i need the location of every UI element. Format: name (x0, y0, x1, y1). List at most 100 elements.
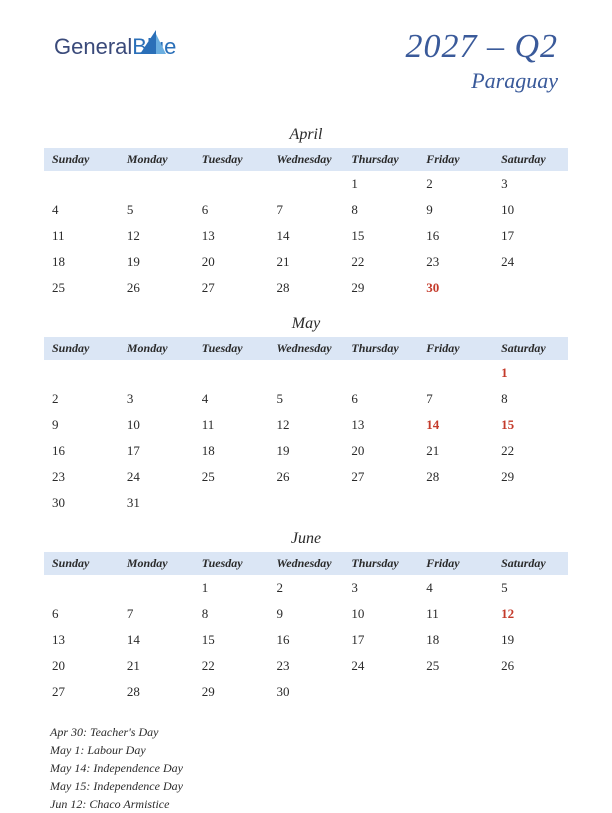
calendar-cell: 28 (119, 679, 194, 705)
calendar-cell: 7 (269, 197, 344, 223)
header: 2027 – Q2 Paraguay (405, 28, 558, 94)
calendar-cell: 1 (343, 171, 418, 197)
calendar-cell-empty (119, 575, 194, 601)
calendar-cell: 17 (119, 438, 194, 464)
calendar-cell: 6 (44, 601, 119, 627)
calendar-cell-empty (418, 679, 493, 705)
calendar-cell: 19 (119, 249, 194, 275)
calendar-cell: 13 (343, 412, 418, 438)
calendar-cell-empty (269, 360, 344, 386)
calendar-table: SundayMondayTuesdayWednesdayThursdayFrid… (44, 337, 568, 516)
calendar-cell: 21 (269, 249, 344, 275)
holidays-list: Apr 30: Teacher's DayMay 1: Labour DayMa… (50, 723, 568, 813)
calendar-cell-empty (44, 575, 119, 601)
calendar-cell: 26 (269, 464, 344, 490)
calendar-cell: 17 (343, 627, 418, 653)
calendar-cell: 30 (269, 679, 344, 705)
calendar-cell: 22 (493, 438, 568, 464)
country-name: Paraguay (405, 68, 558, 94)
calendar-cell: 23 (44, 464, 119, 490)
calendar-cell: 19 (269, 438, 344, 464)
calendar-cell: 22 (194, 653, 269, 679)
month-title: May (44, 315, 568, 333)
calendar-cell: 26 (493, 653, 568, 679)
calendar-cell: 5 (493, 575, 568, 601)
calendar-cell: 8 (493, 386, 568, 412)
month-title: April (44, 126, 568, 144)
day-header: Wednesday (269, 337, 344, 360)
calendar-cell-empty (269, 490, 344, 516)
calendar-cell: 9 (418, 197, 493, 223)
calendar-cell: 23 (269, 653, 344, 679)
calendar-cell: 20 (44, 653, 119, 679)
calendar-cell-empty (269, 171, 344, 197)
calendar-cell: 8 (343, 197, 418, 223)
calendar-cell-empty (119, 360, 194, 386)
calendar-cell: 28 (418, 464, 493, 490)
calendar-cell: 15 (194, 627, 269, 653)
day-header: Saturday (493, 148, 568, 171)
calendar-cell: 4 (194, 386, 269, 412)
calendar-cell: 30 (418, 275, 493, 301)
day-header: Friday (418, 337, 493, 360)
calendar-cell: 25 (44, 275, 119, 301)
calendar-cell: 28 (269, 275, 344, 301)
calendar-cell-empty (343, 490, 418, 516)
calendar-table: SundayMondayTuesdayWednesdayThursdayFrid… (44, 148, 568, 301)
day-header: Thursday (343, 552, 418, 575)
calendar-cell: 7 (418, 386, 493, 412)
calendar-cell: 21 (119, 653, 194, 679)
month-title: June (44, 530, 568, 548)
calendar-cell: 6 (194, 197, 269, 223)
calendar-cell: 4 (44, 197, 119, 223)
calendar-cell: 2 (44, 386, 119, 412)
month-block: April SundayMondayTuesdayWednesdayThursda… (44, 126, 568, 301)
calendar-cell: 18 (418, 627, 493, 653)
calendar-cell: 27 (44, 679, 119, 705)
calendar-cell: 27 (343, 464, 418, 490)
calendar-cell-empty (493, 275, 568, 301)
calendar-cell: 15 (493, 412, 568, 438)
calendar-cell: 10 (493, 197, 568, 223)
calendar-cell: 5 (119, 197, 194, 223)
calendar-cell: 13 (44, 627, 119, 653)
calendar-cell: 13 (194, 223, 269, 249)
calendar-cell: 14 (418, 412, 493, 438)
calendar-cell: 12 (493, 601, 568, 627)
calendar-cell-empty (119, 171, 194, 197)
calendar-cell: 18 (44, 249, 119, 275)
calendar-cell: 27 (194, 275, 269, 301)
logo-triangle-icon (140, 30, 168, 56)
day-header: Wednesday (269, 148, 344, 171)
month-block: May SundayMondayTuesdayWednesdayThursdayF… (44, 315, 568, 516)
day-header: Wednesday (269, 552, 344, 575)
day-header: Sunday (44, 337, 119, 360)
calendar-cell-empty (194, 360, 269, 386)
calendar-cell: 29 (194, 679, 269, 705)
calendar-cell-empty (418, 360, 493, 386)
month-block: JuneSundayMondayTuesdayWednesdayThursday… (44, 530, 568, 705)
day-header: Monday (119, 552, 194, 575)
calendar-cell-empty (493, 679, 568, 705)
calendar-cell: 20 (194, 249, 269, 275)
day-header: Monday (119, 337, 194, 360)
day-header: Tuesday (194, 148, 269, 171)
day-header: Tuesday (194, 552, 269, 575)
calendar-cell: 11 (194, 412, 269, 438)
calendar-cell: 12 (269, 412, 344, 438)
day-header: Saturday (493, 337, 568, 360)
day-header: Sunday (44, 148, 119, 171)
calendar-cell: 2 (418, 171, 493, 197)
calendar-cell: 1 (194, 575, 269, 601)
quarter-title: 2027 – Q2 (405, 28, 558, 66)
holiday-line: Apr 30: Teacher's Day (50, 723, 568, 741)
calendar-cell: 3 (343, 575, 418, 601)
day-header: Tuesday (194, 337, 269, 360)
day-header: Thursday (343, 337, 418, 360)
day-header: Thursday (343, 148, 418, 171)
calendar-cell: 7 (119, 601, 194, 627)
calendars-container: AprilSundayMondayTuesdayWednesdayThursda… (44, 126, 568, 705)
calendar-cell: 10 (119, 412, 194, 438)
calendar-cell: 31 (119, 490, 194, 516)
calendar-cell: 16 (418, 223, 493, 249)
